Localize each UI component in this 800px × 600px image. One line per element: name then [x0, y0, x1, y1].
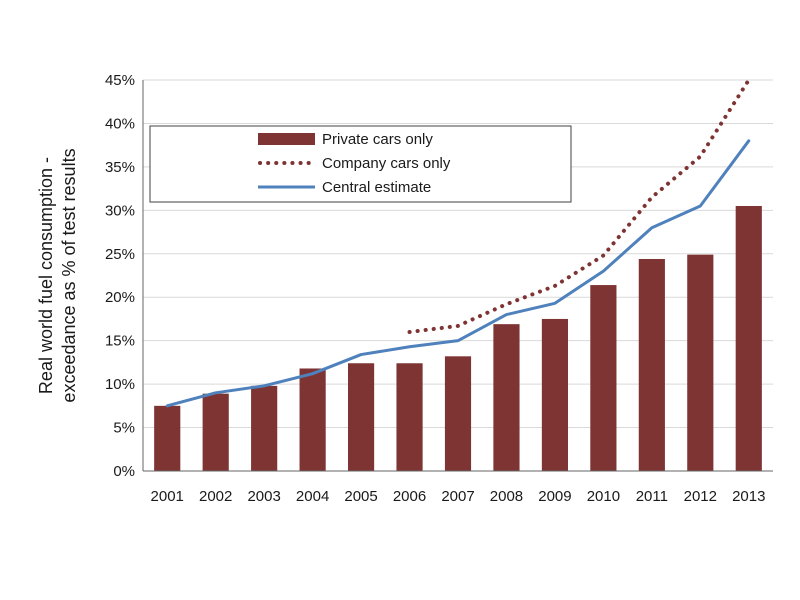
- axes: [142, 80, 773, 472]
- x-tick-label: 2004: [296, 488, 329, 505]
- legend: Private cars only Company cars only Centra…: [149, 125, 572, 203]
- bar: [493, 324, 520, 471]
- y-axis-title: Real world fuel consumption - exceedance …: [36, 148, 79, 402]
- bar: [687, 254, 714, 471]
- bar: [347, 363, 375, 471]
- series-lines: [165, 78, 751, 408]
- x-tick-label: 2007: [441, 488, 474, 505]
- legend-label: Private cars only: [322, 131, 433, 148]
- x-tick-label: 2003: [247, 488, 280, 505]
- y-tick-label: 10%: [105, 376, 135, 393]
- bar: [251, 385, 278, 471]
- legend-label: Central estimate: [322, 179, 431, 196]
- legend-items: Private cars only Company cars only Centra…: [258, 131, 451, 196]
- y-tick-label: 0%: [113, 463, 135, 480]
- x-tick-label: 2012: [684, 488, 717, 505]
- x-tick-label: 2013: [732, 488, 765, 505]
- x-tick-label: 2002: [199, 488, 232, 505]
- legend-swatch-bar: [258, 133, 315, 145]
- bar: [444, 356, 472, 471]
- y-tick-label: 45%: [105, 72, 135, 89]
- bars: [154, 205, 762, 471]
- legend-box: [149, 125, 572, 203]
- bar: [396, 363, 423, 471]
- y-tick-label: 20%: [105, 289, 135, 306]
- y-tick-label: 25%: [105, 246, 135, 263]
- bar: [638, 258, 665, 471]
- y-tick-label: 40%: [105, 115, 135, 132]
- x-tick-label: 2006: [393, 488, 426, 505]
- series-line-company-cars: [407, 78, 751, 334]
- y-axis-title-line: exceedance as % of test results: [59, 148, 79, 402]
- bar: [735, 205, 762, 471]
- x-tick-label: 2009: [538, 488, 571, 505]
- y-tick-label: 35%: [105, 159, 135, 176]
- bar: [154, 405, 181, 471]
- x-tick-label: 2005: [344, 488, 377, 505]
- x-tick-label: 2010: [587, 488, 620, 505]
- y-tick-label: 15%: [105, 333, 135, 350]
- y-tick-label: 30%: [105, 202, 135, 219]
- series-line-central-estimate: [165, 139, 751, 408]
- y-tick-label: 5%: [113, 420, 135, 437]
- bar: [202, 393, 229, 471]
- x-tick-label: 2001: [151, 488, 184, 505]
- tick-labels: 0% 5% 10% 15% 20% 25% 30% 35% 40% 45% 2001 2002 2003…: [105, 72, 765, 505]
- bar: [299, 368, 326, 471]
- bar: [590, 285, 617, 471]
- x-tick-label: 2011: [636, 488, 668, 505]
- x-tick-label: 2008: [490, 488, 523, 505]
- y-axis-title-line: Real world fuel consumption -: [36, 157, 56, 394]
- legend-label: Company cars only: [322, 155, 451, 172]
- bar: [541, 318, 569, 471]
